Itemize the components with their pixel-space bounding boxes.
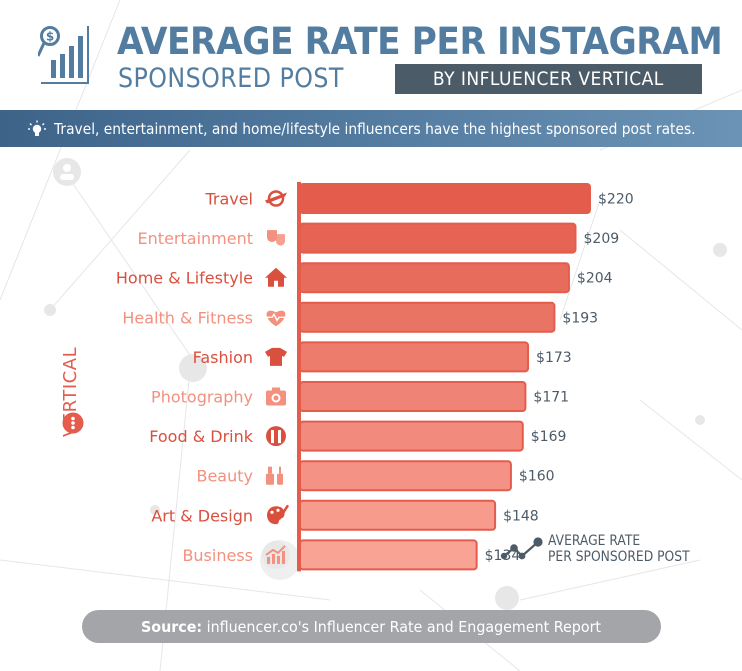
title-badge-text: BY INFLUENCER VERTICAL [433,68,664,90]
key-insight-banner: Travel, entertainment, and home/lifestyl… [0,110,742,147]
rising-chart-icon [262,540,290,569]
lipstick-nailpolish-icon [266,466,283,485]
t-shirt-icon [265,347,287,366]
category-label: Beauty [196,467,253,486]
value-label: $204 [577,271,613,287]
category-label: Art & Design [151,506,253,525]
source-label: Source: [141,617,203,636]
theater-masks-icon [267,230,285,246]
lightbulb-icon [28,120,46,136]
category-label: Home & Lifestyle [116,269,253,288]
page-subtitle: SPONSORED POST [118,63,344,94]
value-label: $171 [533,390,569,406]
title-badge: BY INFLUENCER VERTICAL [395,64,702,94]
legend-label-line2: PER SPONSORED POST [548,549,690,565]
category-label: Photography [151,388,253,407]
value-label: $173 [536,350,572,366]
category-label: Food & Drink [149,427,254,446]
value-label: $148 [503,508,539,524]
bar-photography [299,381,527,412]
value-label: $209 [584,231,620,247]
category-label: Fashion [193,348,253,367]
chart-magnifier-dollar-icon: $ [38,26,89,84]
bar-chart: $220 Travel $209 Entertainment $204 Home & Li… [116,182,634,572]
source-text: influencer.co's Influencer Rate and Enga… [202,617,602,636]
bar-business [299,539,478,571]
bar-entertainment [299,222,577,254]
category-label: Health & Fitness [122,308,253,327]
source-text-wrapper: Source: influencer.co's Influencer Rate … [141,618,601,636]
banner-text: Travel, entertainment, and home/lifestyl… [54,119,696,138]
source-footer: Source: influencer.co's Influencer Rate … [82,610,661,643]
category-label: Business [182,546,253,565]
fork-knife-icon [266,426,286,447]
heartbeat-icon [266,310,286,327]
chart-legend: AVERAGE RATE PER SPONSORED POST [500,530,730,570]
page-title: AVERAGE RATE PER INSTAGRAM [117,20,723,63]
category-label: Travel [204,190,253,209]
header: $ AVERAGE RATE PER INSTAGRAM SPONSORED P… [0,0,742,110]
bar-art-design [299,499,497,531]
paint-palette-icon [267,504,290,525]
value-label: $220 [598,192,634,208]
value-label: $160 [519,469,555,485]
bar-travel [299,183,591,214]
bar-food-drink [299,420,524,452]
bar-home-lifestyle [299,262,570,294]
legend-label-line1: AVERAGE RATE [548,533,641,549]
svg-text:$: $ [46,30,54,44]
more-dots-icon [62,412,84,434]
airplane-globe-icon [265,190,287,207]
value-label: $193 [562,310,598,326]
bar-beauty [299,460,512,492]
value-label: $169 [531,429,567,445]
camera-icon [266,387,286,406]
bar-health-fitness [299,301,556,333]
bar-fashion [299,341,530,373]
house-icon [265,267,287,287]
category-label: Entertainment [138,229,253,248]
line-chart-dots-icon [500,537,543,560]
